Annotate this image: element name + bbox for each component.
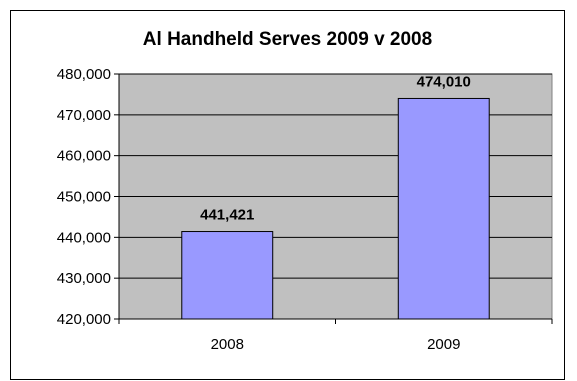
y-tick-label: 450,000 <box>57 189 111 206</box>
y-tick-label: 430,000 <box>57 270 111 287</box>
data-label-2008: 441,421 <box>200 207 254 224</box>
chart-title: Al Handheld Serves 2009 v 2008 <box>142 29 433 50</box>
bar-chart: 420,000 430,000 440,000 450,000 460,000 470,0… <box>57 66 553 353</box>
y-tick-label: 440,000 <box>57 229 111 246</box>
x-axis: 2008 2009 <box>118 318 553 353</box>
x-tick-label: 2008 <box>211 336 244 353</box>
x-tick-label: 2009 <box>427 336 460 353</box>
y-tick-label: 480,000 <box>57 66 111 83</box>
bar-2008 <box>181 231 274 320</box>
bar-2009 <box>397 97 490 320</box>
y-axis: 420,000 430,000 440,000 450,000 460,000 470,0… <box>57 66 120 328</box>
data-labels: 441,421 474,010 <box>200 73 471 223</box>
bars <box>181 97 490 320</box>
y-tick-label: 470,000 <box>57 107 111 124</box>
data-label-2009: 474,010 <box>417 73 471 90</box>
chart-frame: Al Handheld Serves 2009 v 2008 420,000 43… <box>10 10 565 380</box>
y-tick-label: 420,000 <box>57 311 111 328</box>
y-tick-label: 460,000 <box>57 148 111 165</box>
